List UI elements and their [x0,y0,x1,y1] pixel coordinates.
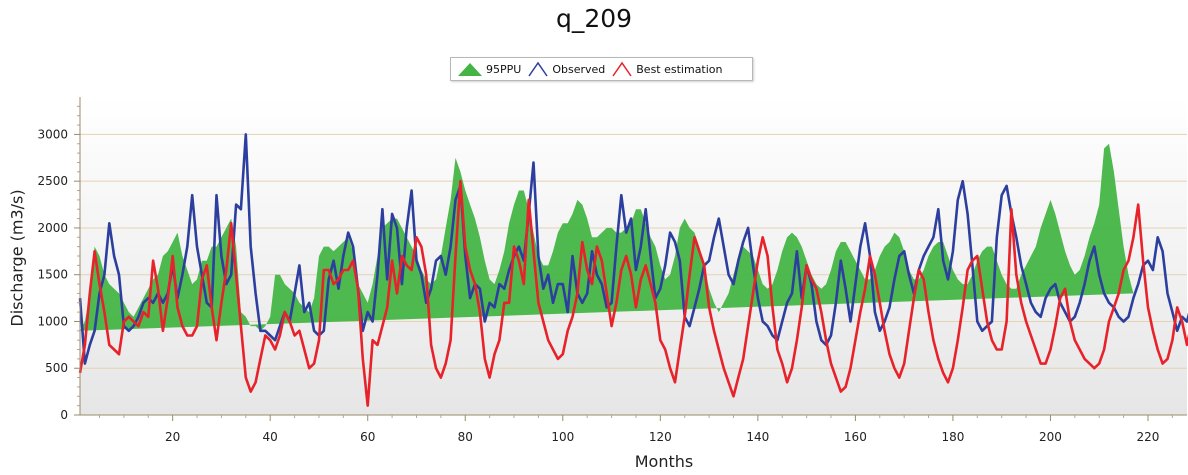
x-tick-label: 160 [844,430,867,444]
observed-swatch-icon [528,61,548,77]
x-tick-label: 60 [360,430,375,444]
legend-item-best: Best estimation [611,61,723,77]
x-tick-label: 140 [746,430,769,444]
legend: 95PPU Observed Best estimation [450,57,753,81]
x-axis-label: Months [634,452,694,471]
legend-label-best: Best estimation [636,62,723,76]
legend-item-observed: Observed [527,61,605,77]
data-layer [78,133,1188,407]
legend-label-band: 95PPU [486,62,522,76]
legend-label-observed: Observed [552,62,606,76]
best-swatch-icon [612,61,632,77]
y-tick-label: 500 [45,361,68,375]
x-tick-label: 220 [1137,430,1160,444]
chart-title: q_209 [555,4,633,33]
y-tick-label: 1500 [37,268,68,282]
x-tick-label: 80 [458,430,473,444]
legend-item-band: 95PPU [457,61,521,77]
y-axis-label: Discharge (m3/s) [7,189,27,327]
x-tick-label: 40 [263,430,278,444]
x-tick-label: 200 [1039,430,1062,444]
series-95ppu-band [80,143,1134,331]
series-best-estimation-line [78,179,1188,407]
observed-swatch-shape [528,61,548,77]
y-tick-label: 3000 [37,127,68,141]
y-tick-label: 1000 [37,314,68,328]
axes: 0 500 1000 1500 2000 2500 3000 20 40 60 80 100 120 14… [37,97,1187,444]
best-swatch-shape [612,61,632,77]
y-tick-label: 2500 [37,174,68,188]
band-swatch-shape [458,63,482,76]
x-tick-label: 180 [941,430,964,444]
y-tick-label: 0 [60,408,68,422]
x-tick-label: 20 [165,430,180,444]
y-tick-label: 2000 [37,221,68,235]
band-swatch-icon [458,63,482,76]
x-tick-label: 100 [551,430,574,444]
x-tick-label: 120 [649,430,672,444]
